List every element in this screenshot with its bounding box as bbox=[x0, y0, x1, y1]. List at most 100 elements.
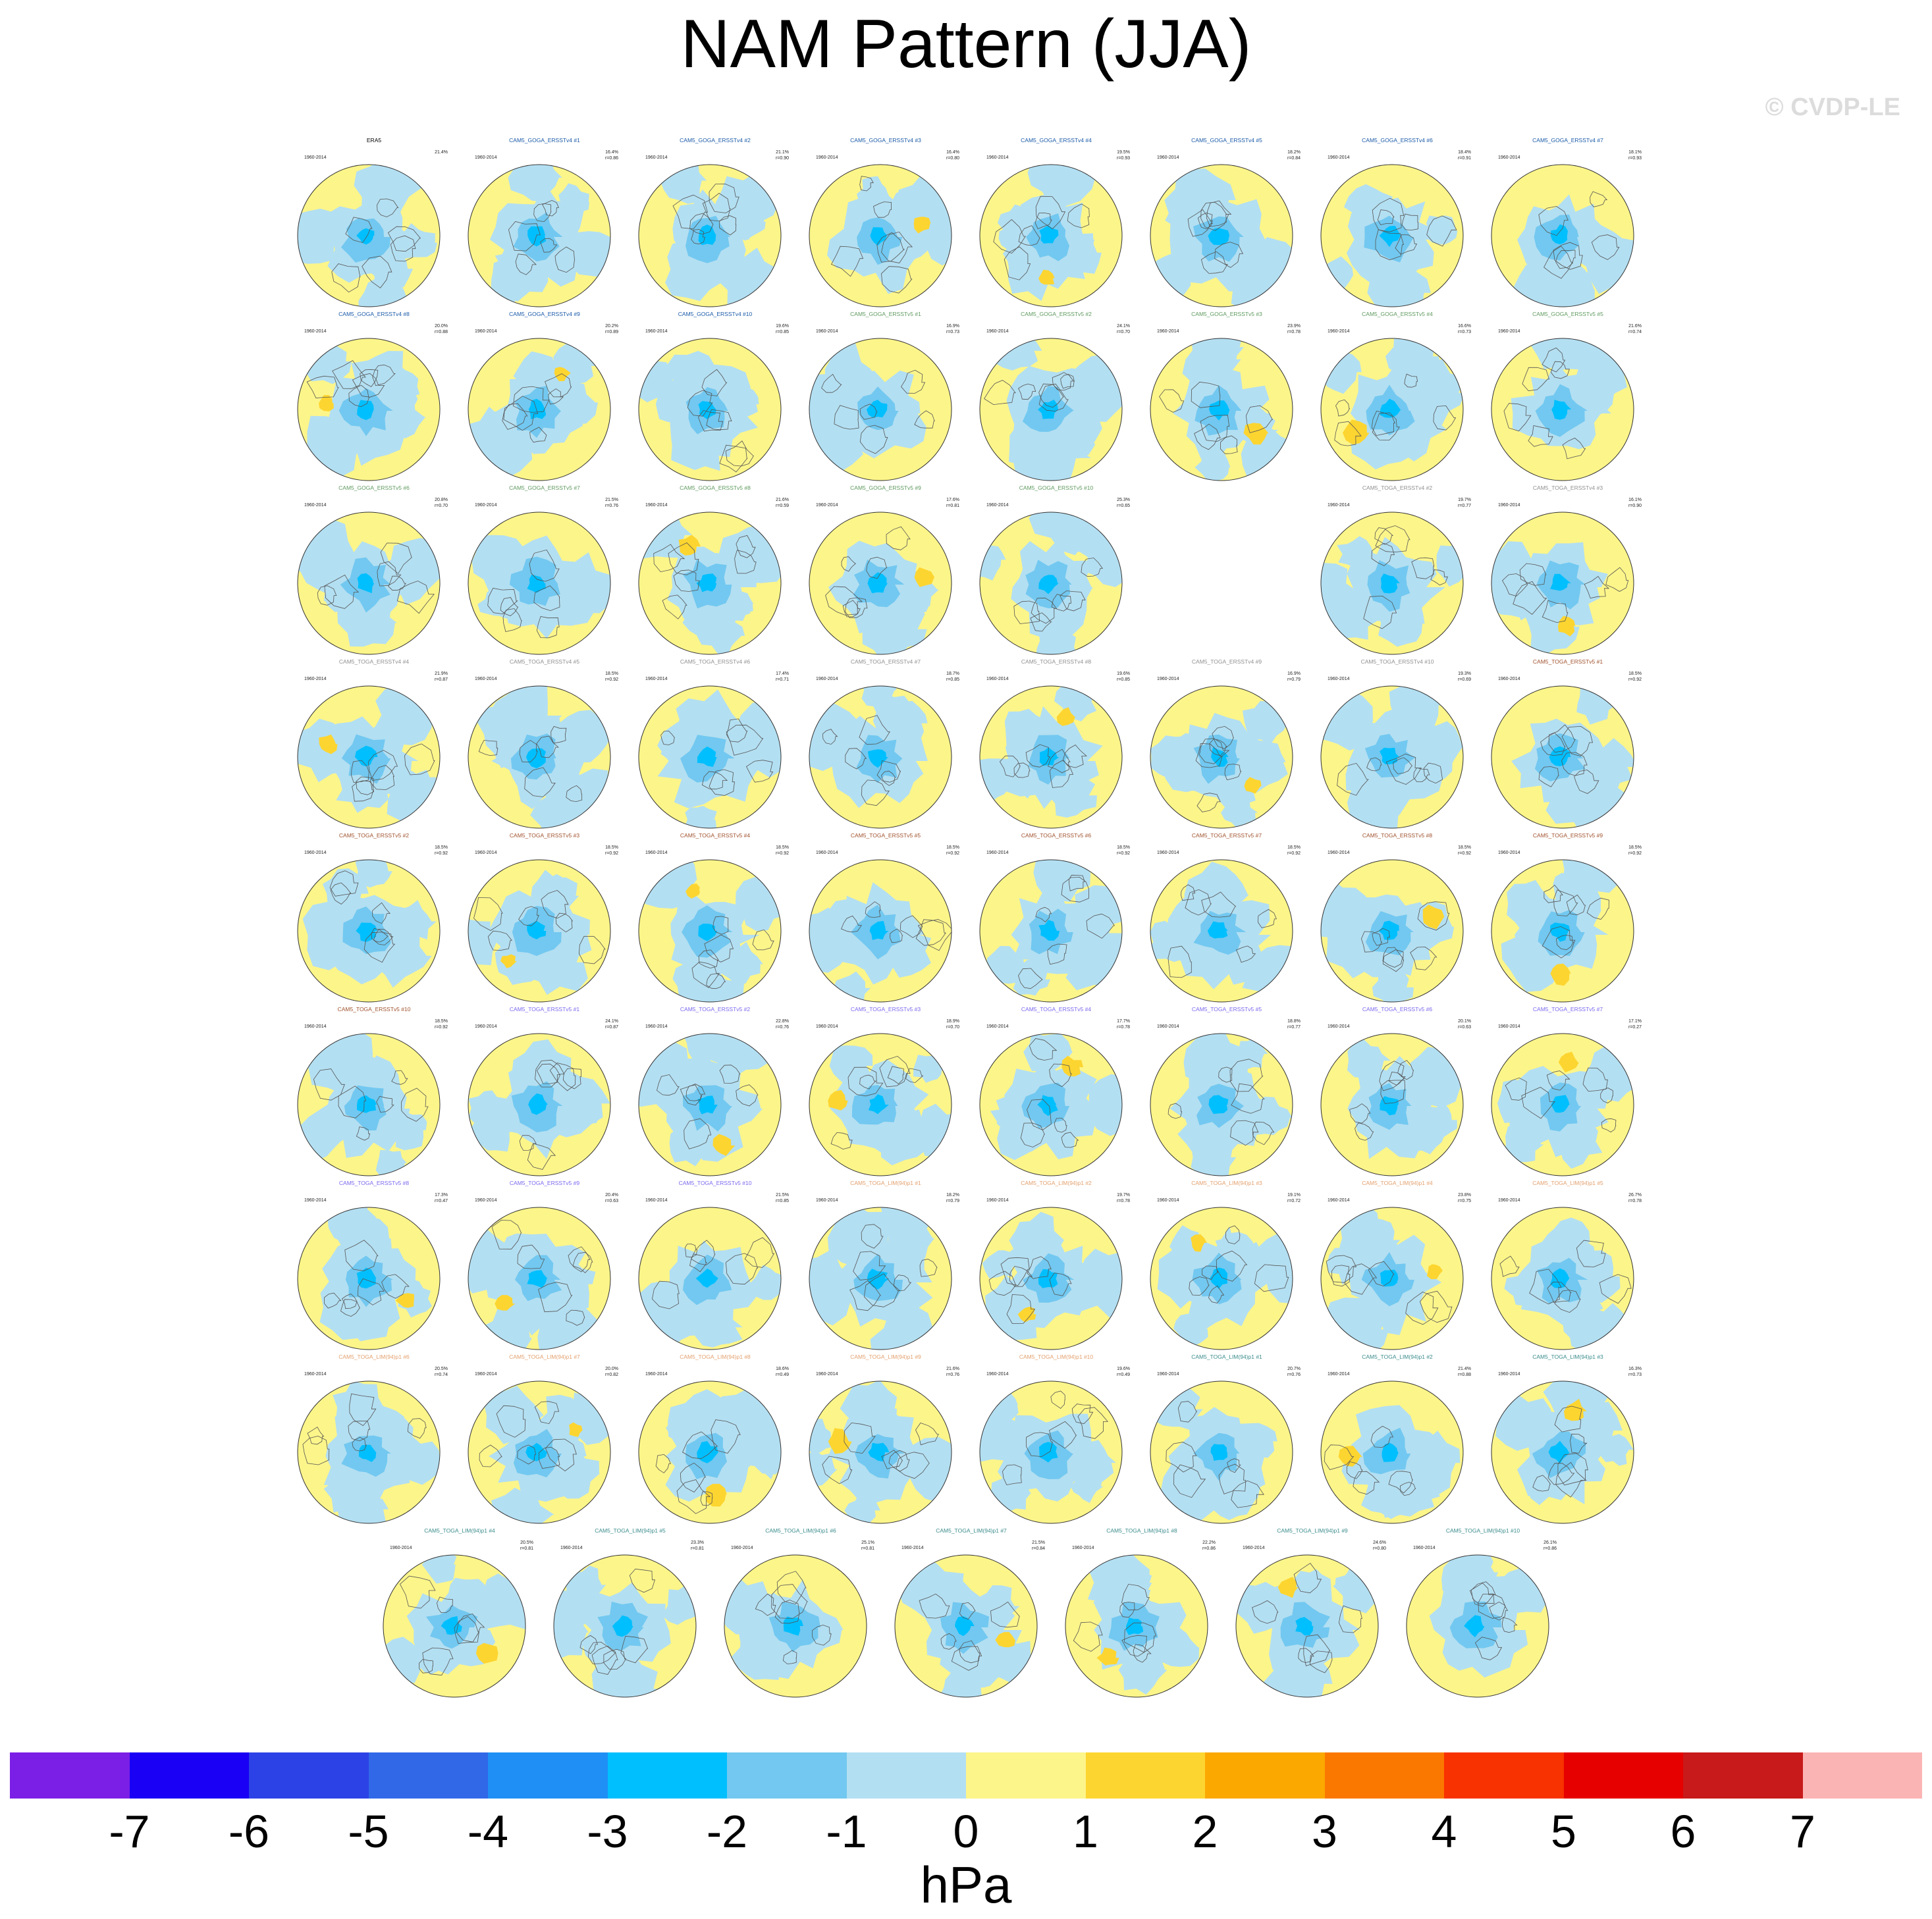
map-field-core bbox=[354, 745, 378, 767]
panel-pattern-corr: r=0.77 bbox=[1457, 504, 1471, 508]
map-border bbox=[297, 1033, 441, 1176]
coastline bbox=[1542, 600, 1569, 623]
coastline bbox=[774, 1599, 800, 1624]
panel-pattern-corr: r=0.92 bbox=[434, 1025, 448, 1030]
map-field-core bbox=[870, 227, 888, 246]
coastline bbox=[508, 221, 541, 251]
map-border bbox=[468, 1207, 611, 1350]
map-field-positive-strong bbox=[475, 1643, 498, 1664]
map-panel: CAM5_GOGA_ERSSTv4 #9 1960-2014 20.2% r=0.89 bbox=[466, 311, 624, 482]
coastline bbox=[1601, 1118, 1617, 1133]
map-field-negative bbox=[378, 538, 440, 606]
map-field-core bbox=[1380, 1269, 1399, 1287]
coastline bbox=[1547, 1463, 1575, 1485]
coastline bbox=[1538, 766, 1559, 787]
panel-variance-pct: 18.5% bbox=[946, 845, 959, 850]
panel-variance-pct: 21.6% bbox=[776, 498, 789, 502]
coastline bbox=[1200, 251, 1228, 274]
map-panel: CAM5_TOGA_ERSSTv5 #4 1960-2014 17.7% r=0.78 bbox=[977, 1006, 1135, 1177]
map-field-negative bbox=[537, 1299, 600, 1350]
coastline bbox=[1026, 1432, 1053, 1458]
map-border bbox=[1150, 1033, 1293, 1176]
map-panel: CAM5_TOGA_LIM(94)p1 #10 1960-2014 19.6% r=0… bbox=[977, 1354, 1135, 1525]
panel-pattern-corr: r=0.88 bbox=[434, 330, 448, 334]
coastline bbox=[1555, 934, 1574, 951]
map-panel: CAM5_TOGA_LIM(94)p1 #5 1960-2014 23.3% r=0.… bbox=[551, 1527, 709, 1698]
map-border bbox=[638, 338, 782, 481]
panel-variance-pct: 16.4% bbox=[605, 150, 618, 155]
panel-variance-pct: 18.5% bbox=[1628, 671, 1642, 676]
coastline bbox=[1469, 1583, 1494, 1607]
coastline bbox=[391, 1070, 408, 1085]
panel-title: CAM5_TOGA_ERSSTv5 #8 bbox=[338, 1180, 410, 1186]
coastline bbox=[1576, 1240, 1606, 1267]
coastline bbox=[387, 226, 421, 252]
coastline bbox=[782, 1650, 797, 1664]
coastline bbox=[332, 360, 366, 389]
coastline bbox=[1031, 597, 1058, 624]
coastline bbox=[502, 403, 528, 430]
panel-variance-pct: 19.3% bbox=[1458, 671, 1471, 676]
panel-pattern-corr: r=0.65 bbox=[1116, 504, 1130, 508]
polar-map bbox=[638, 1380, 782, 1524]
coastline bbox=[372, 364, 396, 386]
panel-title: CAM5_TOGA_ERSSTv5 #8 bbox=[1362, 832, 1433, 839]
coastline bbox=[859, 1074, 876, 1090]
coastline bbox=[1018, 968, 1043, 989]
colorbar-labels: -7 -6 -5 -4 -3 -2 -1 0 1 2 3 4 5 6 7 bbox=[10, 1805, 1922, 1858]
coastline bbox=[1298, 1648, 1314, 1664]
map-border bbox=[468, 1033, 611, 1176]
coastline bbox=[545, 1438, 577, 1471]
colorbar-tick-label: 6 bbox=[1670, 1806, 1696, 1857]
polar-map bbox=[297, 338, 441, 481]
coastline bbox=[1382, 949, 1405, 972]
map-panel: CAM5_TOGA_LIM(94)p1 #3 1960-2014 19.1% r=0.… bbox=[1148, 1180, 1306, 1351]
map-field-negative bbox=[662, 1584, 696, 1625]
coastline bbox=[1030, 612, 1052, 632]
polar-map bbox=[809, 1207, 952, 1350]
coastline bbox=[1245, 405, 1274, 433]
coastline bbox=[888, 1450, 910, 1472]
coastline bbox=[684, 1244, 697, 1258]
panel-title: CAM5_TOGA_ERSSTv4 #8 bbox=[1021, 658, 1092, 665]
coastline bbox=[711, 1419, 741, 1454]
map-field-negative bbox=[1035, 627, 1076, 654]
coastline bbox=[1499, 1255, 1520, 1277]
panel-title: CAM5_GOGA_ERSSTv4 #9 bbox=[509, 311, 580, 317]
polar-map bbox=[1320, 164, 1464, 307]
panel-period: 1960-2014 bbox=[1157, 677, 1179, 681]
map-border bbox=[1150, 1380, 1293, 1524]
panel-period: 1960-2014 bbox=[1072, 1546, 1094, 1550]
coastline bbox=[863, 1273, 901, 1307]
panel-pattern-corr: r=0.69 bbox=[1457, 677, 1471, 682]
coastline bbox=[1121, 1635, 1147, 1657]
coastline bbox=[536, 1063, 560, 1084]
map-panel: CAM5_GOGA_ERSSTv4 #10 1960-2014 19.6% r=0.8… bbox=[636, 311, 794, 482]
coastline bbox=[1326, 1255, 1357, 1283]
panel-period: 1960-2014 bbox=[390, 1546, 412, 1550]
panel-pattern-corr: r=0.70 bbox=[946, 1025, 959, 1030]
coastline bbox=[1388, 1471, 1413, 1494]
coastline bbox=[776, 1571, 807, 1605]
coastline bbox=[369, 765, 395, 790]
polar-map bbox=[979, 685, 1123, 829]
coastline bbox=[682, 1431, 718, 1459]
coastline bbox=[1543, 246, 1573, 279]
colorbar-box bbox=[1324, 1752, 1444, 1799]
map-border bbox=[809, 859, 952, 1003]
coastline bbox=[1077, 1407, 1109, 1439]
coastline bbox=[555, 912, 574, 933]
map-panel: CAM5_TOGA_ERSSTv4 #7 1960-2014 18.7% r=0.85 bbox=[807, 658, 965, 829]
colorbar-tick-label: 3 bbox=[1312, 1806, 1337, 1857]
coastline bbox=[719, 215, 737, 236]
panel-pattern-corr: r=0.78 bbox=[1287, 330, 1301, 334]
panel-grid: ERA5 1960-2014 21.4% CAM5_GOGA_ERSSTv4 #1 19… bbox=[297, 137, 1642, 1698]
map-field-core bbox=[527, 1270, 548, 1288]
panel-period: 1960-2014 bbox=[1498, 677, 1520, 681]
panel-title: CAM5_TOGA_ERSSTv5 #4 bbox=[1021, 1006, 1092, 1012]
panel-title: CAM5_TOGA_ERSSTv4 #6 bbox=[680, 658, 751, 665]
map-field-core bbox=[1039, 225, 1059, 244]
polar-map bbox=[809, 685, 952, 829]
map-panel: CAM5_TOGA_ERSSTv5 #9 1960-2014 20.4% r=0.63 bbox=[466, 1180, 624, 1351]
map-field-core bbox=[1548, 1440, 1570, 1464]
